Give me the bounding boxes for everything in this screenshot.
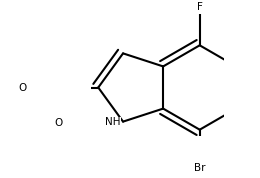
Text: F: F xyxy=(197,2,203,12)
Text: O: O xyxy=(54,118,62,128)
Text: NH: NH xyxy=(105,117,121,127)
Text: O: O xyxy=(18,83,27,93)
Text: Br: Br xyxy=(194,163,205,173)
